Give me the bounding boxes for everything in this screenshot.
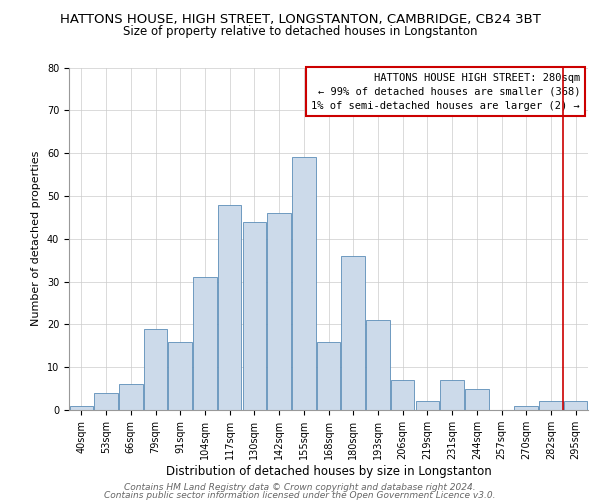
Bar (144, 328, 167, 410)
Text: HATTONS HOUSE HIGH STREET: 280sqm
← 99% of detached houses are smaller (368)
1% : HATTONS HOUSE HIGH STREET: 280sqm ← 99% … (311, 72, 580, 110)
Bar (539, 402, 563, 410)
Bar (366, 320, 389, 410)
Text: Contains public sector information licensed under the Open Government Licence v3: Contains public sector information licen… (104, 492, 496, 500)
Bar (70, 406, 93, 410)
Bar (317, 342, 340, 410)
Bar (564, 402, 587, 410)
Bar (268, 213, 291, 410)
Bar (169, 342, 192, 410)
Bar (218, 204, 241, 410)
Bar (465, 388, 488, 410)
Text: Size of property relative to detached houses in Longstanton: Size of property relative to detached ho… (123, 25, 477, 38)
Bar (391, 380, 415, 410)
Text: HATTONS HOUSE, HIGH STREET, LONGSTANTON, CAMBRIDGE, CB24 3BT: HATTONS HOUSE, HIGH STREET, LONGSTANTON,… (59, 12, 541, 26)
Bar (341, 256, 365, 410)
Bar (242, 222, 266, 410)
Bar (440, 380, 464, 410)
Y-axis label: Number of detached properties: Number of detached properties (31, 151, 41, 326)
X-axis label: Distribution of detached houses by size in Longstanton: Distribution of detached houses by size … (166, 465, 491, 478)
Bar (416, 402, 439, 410)
Bar (119, 384, 143, 410)
Text: Contains HM Land Registry data © Crown copyright and database right 2024.: Contains HM Land Registry data © Crown c… (124, 483, 476, 492)
Bar (193, 278, 217, 410)
Bar (292, 158, 316, 410)
Bar (94, 393, 118, 410)
Bar (514, 406, 538, 410)
